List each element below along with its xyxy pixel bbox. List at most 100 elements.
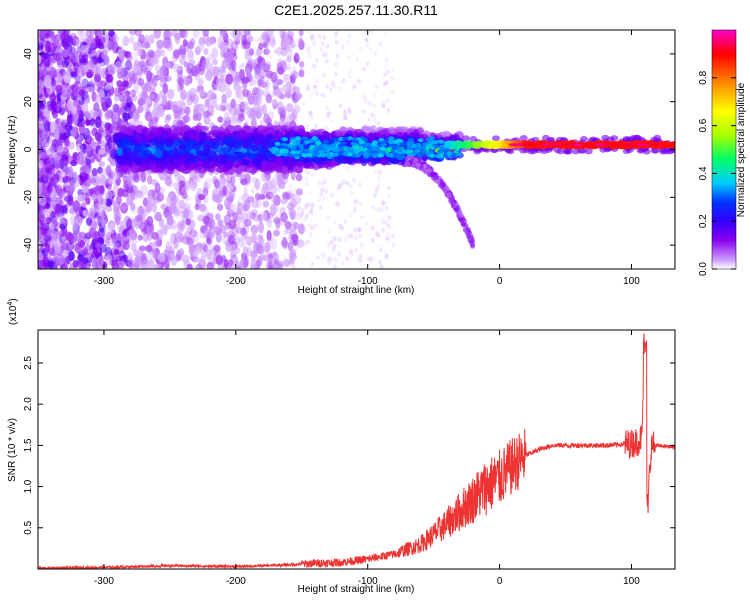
heatmap-cell [59,171,66,178]
heatmap-cell [238,216,243,222]
heatmap-cell [82,58,89,66]
heatmap-cell [215,194,221,205]
heatmap-cell [341,78,346,84]
heatmap-cell [107,178,115,185]
heatmap-cell [148,258,155,268]
heatmap-cell [122,241,130,251]
heatmap-cell [147,49,155,59]
heatmap-cell [351,85,356,91]
heatmap-cell [181,235,190,245]
heatmap-cell [88,38,96,51]
heatmap-cell [55,45,63,56]
heatmap-cell [99,80,107,87]
heatmap-cell [70,53,76,65]
heatmap-cell [100,36,106,44]
heatmap-cell [244,240,249,246]
heatmap-cell [54,203,62,215]
heatmap-cell [270,71,278,83]
heatmap-cell [299,66,304,72]
heatmap-cell [259,70,267,79]
heatmap-cell [105,110,113,120]
heatmap-cell [319,191,324,197]
heatmap-cell [370,237,375,243]
heatmap-cell [437,139,444,144]
heatmap-cell [66,184,74,196]
heatmap-cell [241,223,246,229]
heatmap-cell [86,110,93,121]
heatmap-cell [328,86,333,92]
heatmap-cell [284,221,293,228]
heatmap-cell [38,121,44,131]
heatmap-cell [391,242,396,248]
heatmap-cell [296,205,301,211]
heatmap-cell [271,92,276,98]
heatmap-cell [363,98,368,104]
heatmap-cell [374,188,379,194]
heatmap-cell [181,186,189,195]
heatmap-cell [241,34,247,46]
heatmap-cell [284,65,289,71]
heatmap-cell [265,237,270,243]
heatmap-cell [44,33,51,40]
heatmap-cell [91,167,98,177]
heatmap-cell [258,89,265,96]
heatmap-cell [271,176,276,182]
heatmap-cell [38,206,43,213]
heatmap-cell [124,93,130,101]
heatmap-cell [387,215,392,221]
heatmap-cell [132,236,140,243]
heatmap-cell [61,90,69,98]
heatmap-cell [256,218,261,224]
heatmap-cell [133,62,142,74]
heatmap-cell [184,106,191,116]
heatmap-cell [191,94,200,105]
heatmap-cell [266,218,273,228]
heatmap-cell [185,114,191,123]
heatmap-cell [273,203,278,209]
heatmap-cell [307,53,312,59]
heatmap-cell [85,217,93,226]
heatmap-cell [97,56,103,64]
heatmap-cell [197,78,204,86]
heatmap-cell [243,255,249,268]
heatmap-cell [147,194,156,207]
heatmap-cell [123,126,133,135]
heatmap-cell [291,233,299,243]
heatmap-cell [38,228,43,240]
heatmap-cell [146,232,153,242]
heatmap-cell [300,68,305,74]
heatmap-cell [112,201,119,210]
heatmap-cell [282,192,291,201]
heatmap-cell [255,191,260,197]
heatmap-cell [229,125,238,132]
heatmap-cell [138,34,145,44]
heatmap-cell [219,42,228,54]
heatmap-cell [164,176,172,186]
heatmap-cell [66,240,75,252]
heatmap-cell [156,69,163,81]
heatmap-cell [246,246,253,257]
heatmap-cell [256,255,263,267]
heatmap-cell [218,74,225,83]
heatmap-cell [59,223,66,231]
heatmap-cell [382,72,387,78]
heatmap-cell [303,169,308,175]
heatmap-cell [55,100,61,112]
heatmap-cell [319,46,324,52]
heatmap-cell [370,112,375,118]
heatmap-cell [292,165,301,172]
heatmap-cell [239,101,246,113]
heatmap-cell [265,260,273,269]
heatmap-cell [235,208,240,214]
heatmap-cell [277,107,285,115]
heatmap-cell [250,252,257,262]
heatmap-cell [138,205,144,217]
heatmap-cell [93,92,101,104]
heatmap-cell [247,73,252,79]
heatmap-cell [253,93,260,106]
heatmap-cell [72,62,80,71]
heatmap-cell [373,50,378,56]
heatmap-cell [163,207,170,218]
heatmap-cell [111,234,117,245]
heatmap-cell [41,139,48,151]
